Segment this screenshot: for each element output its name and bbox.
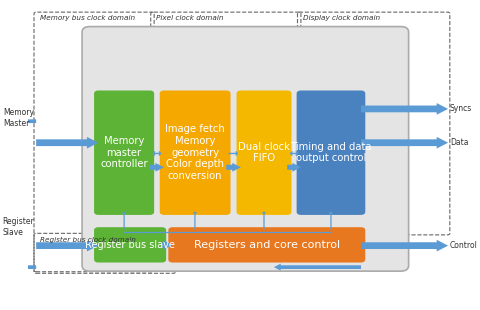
FancyArrow shape bbox=[150, 163, 164, 172]
FancyBboxPatch shape bbox=[94, 227, 166, 263]
Text: Memory bus clock domain: Memory bus clock domain bbox=[39, 15, 135, 21]
FancyBboxPatch shape bbox=[237, 91, 291, 215]
FancyArrow shape bbox=[361, 240, 448, 251]
Text: Registers and core control: Registers and core control bbox=[194, 240, 340, 250]
Text: Control: Control bbox=[450, 241, 478, 250]
Text: Register
Slave: Register Slave bbox=[2, 218, 34, 237]
Text: Display clock domain: Display clock domain bbox=[303, 15, 380, 21]
FancyBboxPatch shape bbox=[94, 91, 154, 215]
Text: Memory
master
controller: Memory master controller bbox=[100, 136, 148, 169]
FancyArrow shape bbox=[36, 137, 98, 148]
FancyArrow shape bbox=[274, 264, 361, 271]
FancyBboxPatch shape bbox=[168, 227, 365, 263]
Text: Timing and data
output control: Timing and data output control bbox=[290, 142, 372, 163]
FancyBboxPatch shape bbox=[82, 27, 408, 271]
Text: Image fetch
Memory
geometry
Color depth
conversion: Image fetch Memory geometry Color depth … bbox=[165, 125, 225, 181]
FancyBboxPatch shape bbox=[160, 91, 230, 215]
Text: Register bus clock domain: Register bus clock domain bbox=[39, 237, 135, 242]
FancyArrow shape bbox=[162, 241, 173, 249]
FancyBboxPatch shape bbox=[297, 91, 365, 215]
Text: Memory
Master: Memory Master bbox=[3, 108, 34, 128]
FancyArrow shape bbox=[0, 264, 36, 271]
Text: Syncs: Syncs bbox=[450, 104, 472, 113]
Text: Data: Data bbox=[450, 138, 468, 147]
Text: Dual clock
FIFO: Dual clock FIFO bbox=[238, 142, 290, 163]
FancyArrow shape bbox=[287, 163, 301, 172]
Text: Register bus slave: Register bus slave bbox=[85, 240, 175, 250]
FancyArrow shape bbox=[0, 118, 36, 125]
FancyArrow shape bbox=[226, 163, 241, 172]
FancyArrow shape bbox=[36, 240, 98, 251]
FancyArrow shape bbox=[361, 137, 448, 148]
Text: Pixel clock domain: Pixel clock domain bbox=[156, 15, 224, 21]
FancyArrow shape bbox=[361, 103, 448, 115]
